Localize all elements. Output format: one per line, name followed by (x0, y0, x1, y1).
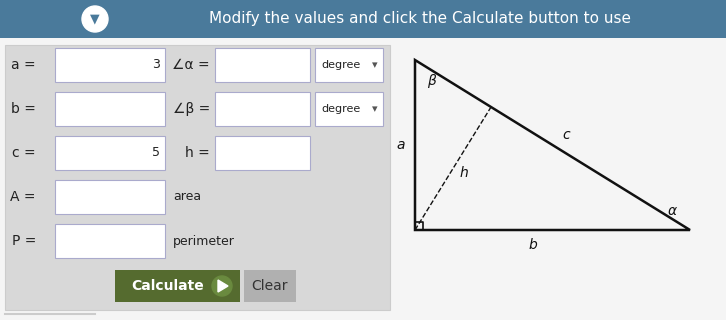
Text: h: h (459, 165, 468, 180)
Text: Modify the values and click the Calculate button to use: Modify the values and click the Calculat… (209, 12, 631, 27)
Text: b =: b = (11, 102, 36, 116)
Text: c =: c = (12, 146, 36, 160)
FancyBboxPatch shape (55, 180, 165, 214)
Text: b: b (528, 238, 537, 252)
FancyBboxPatch shape (55, 92, 165, 126)
Text: ▼: ▼ (90, 12, 99, 26)
Text: c: c (563, 128, 570, 142)
Text: a =: a = (12, 58, 36, 72)
FancyBboxPatch shape (115, 270, 240, 302)
FancyBboxPatch shape (55, 224, 165, 258)
Text: A =: A = (10, 190, 36, 204)
Text: Calculate: Calculate (131, 279, 204, 293)
FancyBboxPatch shape (215, 92, 310, 126)
Circle shape (82, 6, 108, 32)
Text: 3: 3 (152, 59, 160, 71)
FancyBboxPatch shape (55, 48, 165, 82)
Text: degree: degree (321, 60, 360, 70)
FancyBboxPatch shape (315, 48, 383, 82)
Text: perimeter: perimeter (173, 235, 235, 247)
Text: a: a (396, 138, 405, 152)
Text: Clear: Clear (252, 279, 288, 293)
FancyBboxPatch shape (215, 136, 310, 170)
Text: α: α (668, 204, 677, 218)
Text: ∠α =: ∠α = (172, 58, 210, 72)
Text: ▾: ▾ (372, 104, 378, 114)
Text: 5: 5 (152, 147, 160, 159)
Polygon shape (218, 280, 228, 292)
Text: ▾: ▾ (372, 60, 378, 70)
Text: h =: h = (185, 146, 210, 160)
Circle shape (212, 276, 232, 296)
FancyBboxPatch shape (0, 0, 726, 38)
Text: area: area (173, 190, 201, 204)
FancyBboxPatch shape (215, 48, 310, 82)
FancyBboxPatch shape (315, 92, 383, 126)
FancyBboxPatch shape (5, 45, 390, 310)
Text: degree: degree (321, 104, 360, 114)
FancyBboxPatch shape (55, 136, 165, 170)
FancyBboxPatch shape (244, 270, 296, 302)
Text: β: β (427, 74, 436, 88)
Text: ∠β =: ∠β = (173, 102, 210, 116)
Text: P =: P = (12, 234, 36, 248)
